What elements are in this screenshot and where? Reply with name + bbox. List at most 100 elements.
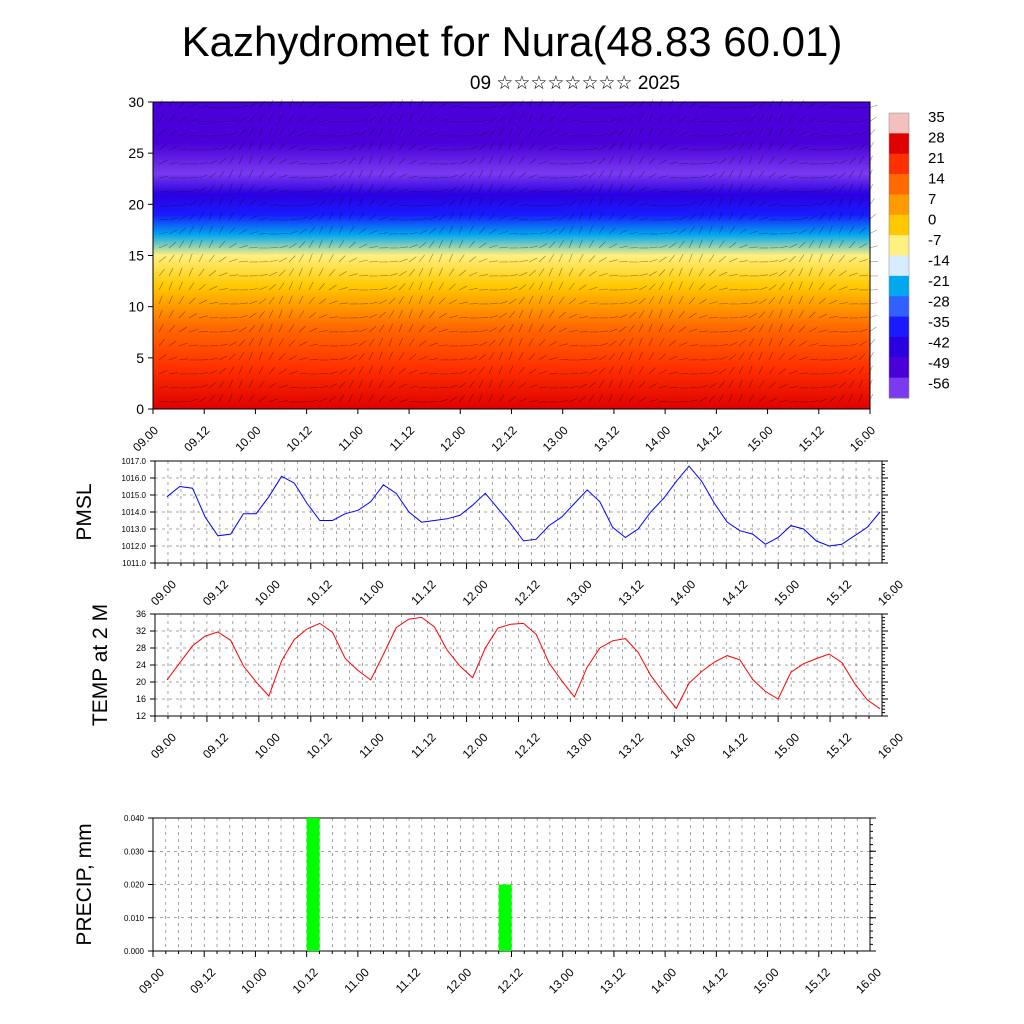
wind-barb xyxy=(428,203,438,207)
temperature-field xyxy=(153,102,870,409)
wind-barb xyxy=(588,171,596,179)
wind-barb xyxy=(538,99,543,109)
y-tick-label: 28 xyxy=(136,643,146,653)
wind-barb xyxy=(318,314,328,319)
y-tick-label: 1014.0 xyxy=(122,508,147,517)
wind-barb xyxy=(268,271,278,277)
wind-barb xyxy=(838,184,845,193)
wind-barb xyxy=(378,287,388,291)
wind-barb xyxy=(358,352,366,361)
wind-barb xyxy=(228,393,233,403)
wind-barb xyxy=(618,229,628,235)
wind-barb xyxy=(528,158,537,165)
wind-barb xyxy=(468,146,478,151)
wind-barb xyxy=(588,255,596,263)
wind-barb xyxy=(778,142,785,151)
wind-barb xyxy=(678,281,683,291)
wind-barb xyxy=(798,229,808,235)
x-tick-label: 09.00 xyxy=(148,730,179,761)
wind-barb xyxy=(658,99,663,109)
wind-barb xyxy=(478,183,483,193)
wind-barb xyxy=(468,158,477,165)
wind-barb xyxy=(328,300,338,305)
wind-barb xyxy=(518,113,523,123)
wind-barb xyxy=(858,328,868,333)
wind-barb xyxy=(158,128,165,137)
wind-barb xyxy=(638,366,644,375)
wind-barb xyxy=(288,161,298,165)
wind-barb xyxy=(498,155,503,165)
wind-barb xyxy=(638,337,643,347)
wind-barb xyxy=(518,366,525,375)
wind-barb xyxy=(628,299,638,305)
wind-barb xyxy=(718,146,728,151)
wind-barb xyxy=(328,269,336,277)
wind-barb xyxy=(218,355,228,361)
wind-barb xyxy=(358,316,368,319)
wind-barb xyxy=(738,183,743,193)
wind-barb xyxy=(288,295,293,305)
wind-barb xyxy=(378,324,385,333)
wind-barb xyxy=(588,225,593,235)
wind-barb xyxy=(478,212,484,221)
wind-barb xyxy=(828,174,838,179)
wind-barb xyxy=(798,241,806,249)
wind-barb xyxy=(798,146,808,151)
wind-barb xyxy=(648,173,657,179)
wind-barb xyxy=(418,161,428,165)
wind-barb xyxy=(418,309,424,319)
wind-barb xyxy=(518,382,527,389)
wind-barb xyxy=(688,189,698,193)
wind-barb xyxy=(738,315,748,319)
wind-barb xyxy=(818,398,828,403)
wind-barb xyxy=(228,227,236,235)
x-tick-label: 15.00 xyxy=(771,577,802,608)
wind-barb xyxy=(748,246,758,249)
wind-barb xyxy=(638,381,646,389)
wind-barb xyxy=(848,256,857,263)
wind-barb xyxy=(288,339,296,347)
wind-barb xyxy=(368,313,378,319)
wind-barb xyxy=(358,197,364,207)
wind-barb xyxy=(788,144,797,151)
wind-barb xyxy=(288,231,298,235)
wind-barb xyxy=(598,170,605,179)
wind-barb xyxy=(678,401,689,403)
wind-barb xyxy=(558,358,568,361)
wind-barb xyxy=(818,386,828,389)
wind-barb xyxy=(378,380,384,389)
wind-barb xyxy=(688,297,696,305)
wind-barb xyxy=(468,272,478,277)
wind-barb xyxy=(778,99,783,109)
wind-barb xyxy=(238,260,248,263)
wind-barb xyxy=(668,254,676,263)
wind-barb xyxy=(418,99,424,109)
wind-barb xyxy=(498,215,507,221)
wind-barb xyxy=(398,157,406,165)
x-tick-label: 11.12 xyxy=(393,965,424,996)
wind-barb xyxy=(328,185,336,193)
wind-barb xyxy=(628,312,637,319)
wind-barb xyxy=(168,295,173,305)
wind-barb xyxy=(198,253,204,263)
y-tick-label: 15 xyxy=(128,248,144,264)
wind-barb xyxy=(428,281,433,291)
wind-barb xyxy=(188,344,198,347)
wind-barb xyxy=(398,204,408,207)
wind-barb xyxy=(518,351,524,361)
wind-barb xyxy=(188,267,194,277)
wind-barb xyxy=(538,255,546,263)
wind-barb xyxy=(268,259,278,263)
wind-barb xyxy=(438,282,444,291)
x-tick-label: 16.00 xyxy=(853,965,884,996)
wind-barb xyxy=(828,186,837,193)
colorbar-swatch xyxy=(889,194,909,216)
wind-barb xyxy=(758,351,763,361)
wind-barb xyxy=(608,393,613,403)
x-tick-label: 10.00 xyxy=(252,730,283,761)
wind-barb xyxy=(208,270,217,277)
wind-barb xyxy=(208,184,215,193)
wind-barb xyxy=(758,311,766,319)
grid xyxy=(154,613,882,717)
wind-barb xyxy=(788,295,793,305)
